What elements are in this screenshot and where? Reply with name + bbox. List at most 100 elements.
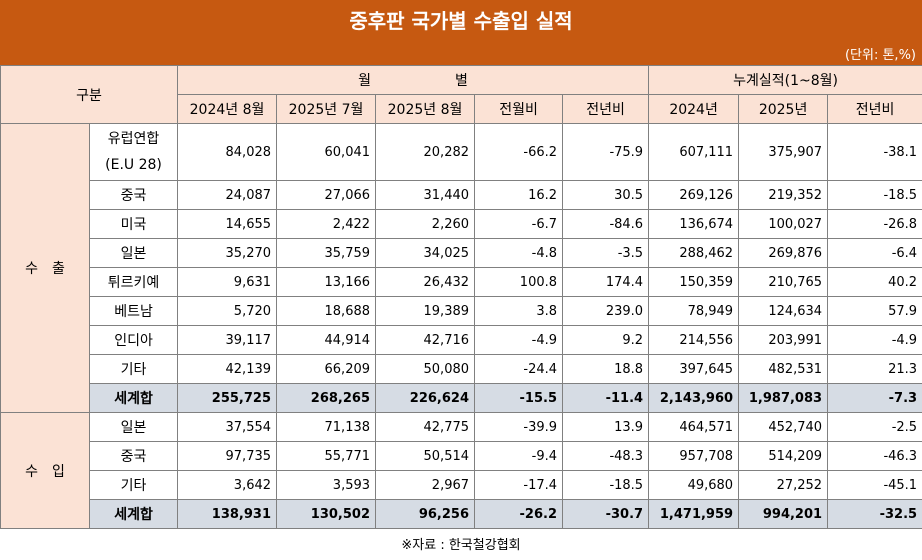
total-value-cell: 226,624: [375, 383, 476, 413]
value-cell: 18.8: [562, 354, 650, 384]
country-name: 중국: [88, 180, 179, 210]
country-name: 기타: [88, 470, 179, 500]
value-cell: 2,422: [276, 209, 377, 239]
country-name: 미국: [88, 209, 179, 239]
value-cell: 37,554: [177, 412, 278, 442]
total-value-cell: -7.3: [827, 383, 922, 413]
value-cell: 219,352: [738, 180, 829, 210]
value-cell: -3.5: [562, 238, 650, 268]
value-cell: 50,080: [375, 354, 476, 384]
value-cell: -2.5: [827, 412, 922, 442]
value-cell: -26.8: [827, 209, 922, 239]
value-cell: -6.7: [474, 209, 564, 239]
column-header: 2025년: [738, 94, 829, 124]
total-value-cell: 268,265: [276, 383, 377, 413]
value-cell: -6.4: [827, 238, 922, 268]
value-cell: -84.6: [562, 209, 650, 239]
value-cell: 3,642: [177, 470, 278, 500]
value-cell: 100,027: [738, 209, 829, 239]
value-cell: 55,771: [276, 441, 377, 471]
column-header: 전월비: [474, 94, 564, 124]
value-cell: 84,028: [177, 123, 278, 181]
column-header: 2024년: [648, 94, 740, 124]
import-total-row: 세계합 138,931 130,502 96,256 -26.2 -30.7 1,471,9…: [1, 499, 922, 529]
country-name: 일본: [88, 238, 179, 268]
value-cell: 21.3: [827, 354, 922, 384]
value-cell: 39,117: [177, 325, 278, 355]
value-cell: -66.2: [474, 123, 564, 181]
value-cell: 49,680: [648, 470, 740, 500]
country-name: 인디아: [88, 325, 179, 355]
import-row: 기타 3,642 3,593 2,967 -17.4 -18.5 49,680 27,252-…: [1, 470, 922, 500]
value-cell: 57.9: [827, 296, 922, 326]
value-cell: 3.8: [474, 296, 564, 326]
value-cell: 78,949: [648, 296, 740, 326]
value-cell: 27,252: [738, 470, 829, 500]
total-value-cell: 1,471,959: [648, 499, 740, 529]
header-monthly-group: 월 별: [177, 65, 650, 95]
total-value-cell: 138,931: [177, 499, 278, 529]
value-cell: 42,775: [375, 412, 476, 442]
value-cell: -45.1: [827, 470, 922, 500]
value-cell: 60,041: [276, 123, 377, 181]
export-group-label: 수 출: [0, 123, 90, 413]
value-cell: -48.3: [562, 441, 650, 471]
value-cell: 44,914: [276, 325, 377, 355]
value-cell: 71,138: [276, 412, 377, 442]
value-cell: 174.4: [562, 267, 650, 297]
value-cell: 957,708: [648, 441, 740, 471]
value-cell: 13,166: [276, 267, 377, 297]
value-cell: 203,991: [738, 325, 829, 355]
value-cell: 35,270: [177, 238, 278, 268]
country-name: 튀르키예: [88, 267, 179, 297]
trade-table: 구분 월 별 누계실적(1~8월) 2024년 8월 2025년 7월 2025년 8월 전…: [0, 65, 922, 529]
country-name: 유럽연합 (E.U 28): [88, 123, 179, 181]
value-cell: 31,440: [375, 180, 476, 210]
unit-label: (단위: 톤,%): [844, 48, 916, 63]
value-cell: -18.5: [562, 470, 650, 500]
value-cell: -18.5: [827, 180, 922, 210]
value-cell: 30.5: [562, 180, 650, 210]
value-cell: -39.9: [474, 412, 564, 442]
value-cell: 239.0: [562, 296, 650, 326]
value-cell: 3,593: [276, 470, 377, 500]
value-cell: 375,907: [738, 123, 829, 181]
header-row: 2024년 8월 2025년 7월 2025년 8월 전월비 전년비 2024년 2025년…: [1, 94, 922, 124]
column-header: 2025년 7월: [276, 94, 377, 124]
value-cell: 20,282: [375, 123, 476, 181]
total-value-cell: 96,256: [375, 499, 476, 529]
value-cell: 9,631: [177, 267, 278, 297]
value-cell: 5,720: [177, 296, 278, 326]
total-name: 세계합: [88, 383, 179, 413]
import-row: 수 입 일본 37,554 71,138 42,775 -39.9 13.9 464,571 4…: [0, 412, 922, 529]
value-cell: 100.8: [474, 267, 564, 297]
export-row: 베트남 5,720 18,688 19,389 3.8 239.0 78,949 124,63…: [1, 296, 922, 326]
column-header: 2025년 8월: [375, 94, 476, 124]
total-value-cell: -11.4: [562, 383, 650, 413]
unit-bar: (단위: 톤,%): [0, 39, 922, 65]
country-name-line: (E.U 28): [105, 157, 162, 173]
value-cell: 9.2: [562, 325, 650, 355]
value-cell: -4.9: [827, 325, 922, 355]
value-cell: 42,716: [375, 325, 476, 355]
total-value-cell: -15.5: [474, 383, 564, 413]
total-name: 세계합: [88, 499, 179, 529]
value-cell: 27,066: [276, 180, 377, 210]
column-header: 전년비: [827, 94, 922, 124]
total-value-cell: 130,502: [276, 499, 377, 529]
value-cell: 514,209: [738, 441, 829, 471]
header-category: 구분: [0, 65, 179, 124]
value-cell: 464,571: [648, 412, 740, 442]
value-cell: 288,462: [648, 238, 740, 268]
country-name: 베트남: [88, 296, 179, 326]
total-value-cell: 255,725: [177, 383, 278, 413]
value-cell: 26,432: [375, 267, 476, 297]
export-row: 수 출 유럽연합 (E.U 28) 84,028 60,041 20,282 -66.2 -7…: [0, 123, 922, 413]
value-cell: 214,556: [648, 325, 740, 355]
import-group-label: 수 입: [0, 412, 90, 529]
value-cell: 18,688: [276, 296, 377, 326]
value-cell: 19,389: [375, 296, 476, 326]
total-value-cell: -26.2: [474, 499, 564, 529]
value-cell: 210,765: [738, 267, 829, 297]
export-total-row: 세계합 255,725 268,265 226,624 -15.5 -11.4 2,143,…: [1, 383, 922, 413]
